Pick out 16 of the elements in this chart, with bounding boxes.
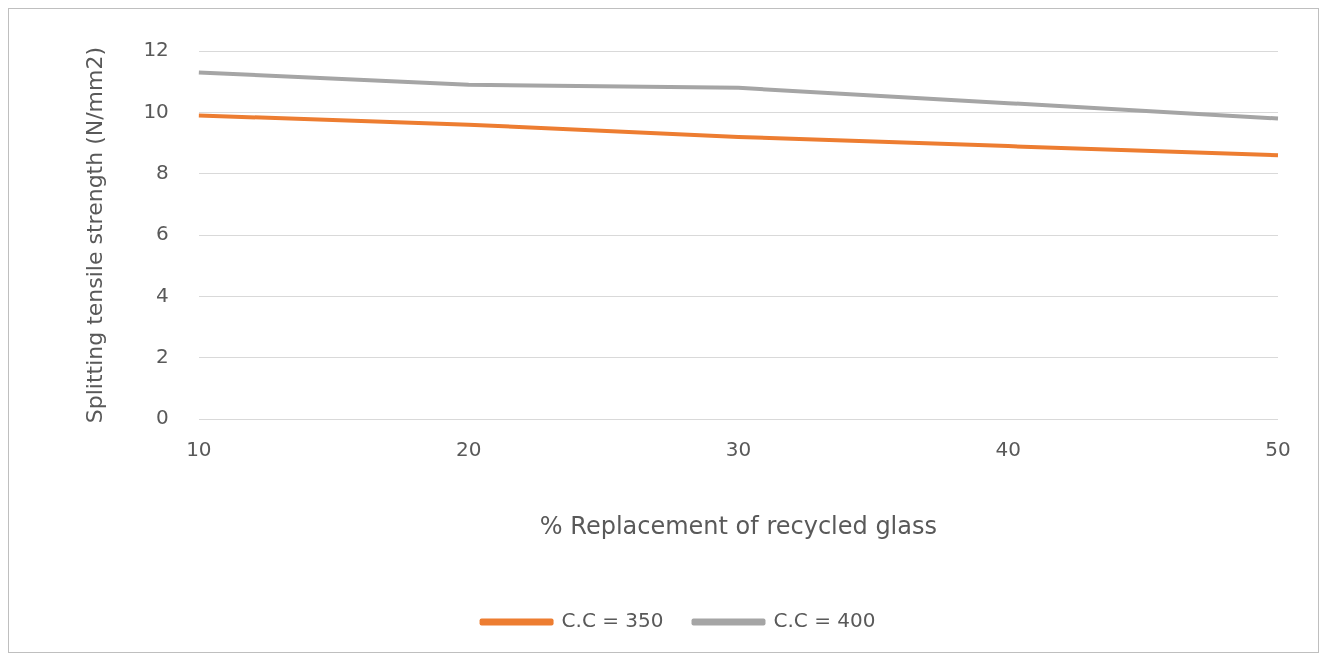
- x-axis-title: % Replacement of recycled glass: [539, 511, 937, 540]
- x-tick-label: 50: [1265, 437, 1291, 462]
- y-tick-label: 10: [143, 98, 169, 123]
- y-tick-label: 6: [156, 221, 169, 246]
- y-tick-label: 4: [156, 282, 169, 307]
- x-tick-label: 30: [725, 437, 752, 462]
- y-tick-label: 8: [156, 159, 169, 184]
- legend-label: C.C = 350: [561, 608, 664, 633]
- x-tick-label: 20: [455, 437, 482, 462]
- x-tick-label: 40: [995, 437, 1021, 462]
- legend-label: C.C = 400: [773, 608, 876, 633]
- y-axis-title: Splitting tensile strength (N/mm2): [81, 46, 107, 424]
- x-tick-label: 10: [186, 437, 212, 462]
- y-tick-label: 12: [143, 37, 169, 62]
- y-tick-label: 0: [156, 405, 169, 430]
- y-tick-label: 2: [156, 344, 169, 369]
